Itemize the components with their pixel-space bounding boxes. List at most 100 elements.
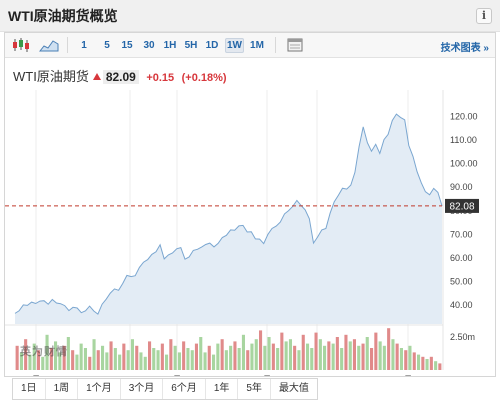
volume-bar (58, 352, 62, 370)
y-tick-label: 90.00 (450, 182, 473, 192)
volume-bar (361, 343, 365, 370)
volume-bar (382, 345, 386, 370)
volume-bar (49, 348, 53, 370)
quote-line: WTI原油期货 82.09 +0.15 (+0.18%) (13, 66, 227, 84)
volume-bar (224, 350, 228, 370)
volume-bar (399, 348, 403, 370)
volume-bar (318, 339, 322, 370)
volume-bar (306, 343, 310, 370)
period-3m[interactable]: 3个月 (121, 379, 164, 399)
period-1w[interactable]: 1周 (46, 379, 79, 399)
x-tick-label: 月 (262, 375, 271, 376)
volume-bar (301, 334, 305, 370)
range-1min[interactable]: 1 (81, 40, 87, 51)
volume-bar (387, 328, 391, 370)
range-5min[interactable]: 5 (104, 40, 110, 51)
current-price-label: 82.08 (449, 201, 474, 212)
volume-bar (280, 332, 284, 370)
period-6m[interactable]: 6个月 (163, 379, 206, 399)
volume-bar (36, 350, 40, 370)
y-tick-label: 50.00 (450, 277, 473, 287)
mountain-chart-icon[interactable] (39, 37, 59, 53)
volume-bar (297, 350, 301, 370)
range-1d[interactable]: 1D (205, 40, 219, 51)
volume-bar (233, 341, 237, 370)
range-1w[interactable]: 1W (225, 38, 244, 53)
volume-bar (395, 343, 399, 370)
price-line (14, 113, 443, 315)
period-1d[interactable]: 1日 (13, 379, 46, 399)
x-tick-label: 月 (172, 375, 181, 376)
volume-bar (335, 337, 339, 370)
volume-bar (19, 352, 23, 370)
volume-bar (62, 345, 66, 370)
volume-bar (165, 354, 169, 370)
widget-header: WTI原油期货概览 i (0, 0, 500, 32)
period-1y[interactable]: 1年 (206, 379, 239, 399)
y-tick-label: 40.00 (450, 300, 473, 310)
range-30min[interactable]: 30 (143, 40, 155, 51)
volume-bar (276, 348, 280, 370)
volume-bar (250, 343, 254, 370)
volume-bar (263, 345, 267, 370)
volume-bar (113, 348, 117, 370)
info-icon[interactable]: i (476, 8, 492, 24)
volume-bar (357, 345, 361, 370)
volume-bar (216, 343, 220, 370)
volume-bar (412, 352, 416, 370)
volume-bar (152, 348, 156, 370)
volume-bar (148, 341, 152, 370)
volume-bar (378, 341, 382, 370)
x-tick-label: 2021 (120, 375, 140, 376)
watermark: 英为财情 (20, 346, 68, 358)
volume-bar (32, 343, 36, 370)
price-change-percent: (+0.18%) (181, 72, 227, 84)
volume-bar (143, 356, 147, 370)
period-1m[interactable]: 1个月 (78, 379, 121, 399)
volume-bar (45, 334, 49, 370)
y-tick-label: 70.00 (450, 229, 473, 239)
volume-bar (194, 343, 198, 370)
instrument-name: WTI原油期货 (13, 69, 89, 84)
volume-bar (41, 356, 45, 370)
volume-bar (340, 348, 344, 370)
volume-bar (327, 341, 331, 370)
range-1m[interactable]: 1M (250, 40, 264, 51)
range-5h[interactable]: 5H (184, 40, 198, 51)
volume-bar (190, 350, 194, 370)
candlestick-icon[interactable] (11, 37, 31, 53)
volume-bar (173, 345, 177, 370)
chart-settings-icon[interactable] (285, 37, 305, 53)
volume-bar (156, 350, 160, 370)
volume-bar (118, 354, 122, 370)
widget-title: WTI原油期货概览 (8, 8, 118, 24)
volume-bar (237, 348, 241, 370)
price-chart[interactable]: 月2021月月2022月120.00110.00100.0090.0080.00… (5, 58, 495, 376)
volume-bar (75, 354, 79, 370)
x-tick-label: 2022 (307, 375, 327, 376)
volume-bar (182, 341, 186, 370)
volume-bar (160, 343, 164, 370)
volume-bar (408, 345, 412, 370)
period-max[interactable]: 最大值 (278, 383, 309, 394)
volume-bar (28, 354, 32, 370)
y-tick-label: 60.00 (450, 253, 473, 263)
volume-bar (267, 337, 271, 370)
volume-bar (212, 354, 216, 370)
volume-bar (284, 341, 288, 370)
volume-bar (352, 339, 356, 370)
technical-chart-link[interactable]: 技术图表 » (440, 43, 489, 54)
period-5y[interactable]: 5年 (238, 379, 271, 399)
volume-bar (331, 343, 335, 370)
volume-bar (220, 339, 224, 370)
volume-bar (96, 350, 100, 370)
x-tick-label: 月 (403, 375, 412, 376)
volume-bar (101, 345, 105, 370)
range-15min[interactable]: 15 (121, 40, 133, 51)
volume-bar (314, 332, 318, 370)
volume-bar (15, 345, 19, 370)
volume-bar (229, 345, 233, 370)
last-price: 82.09 (102, 70, 139, 84)
volume-bar (259, 330, 263, 370)
range-1h[interactable]: 1H (163, 40, 177, 51)
